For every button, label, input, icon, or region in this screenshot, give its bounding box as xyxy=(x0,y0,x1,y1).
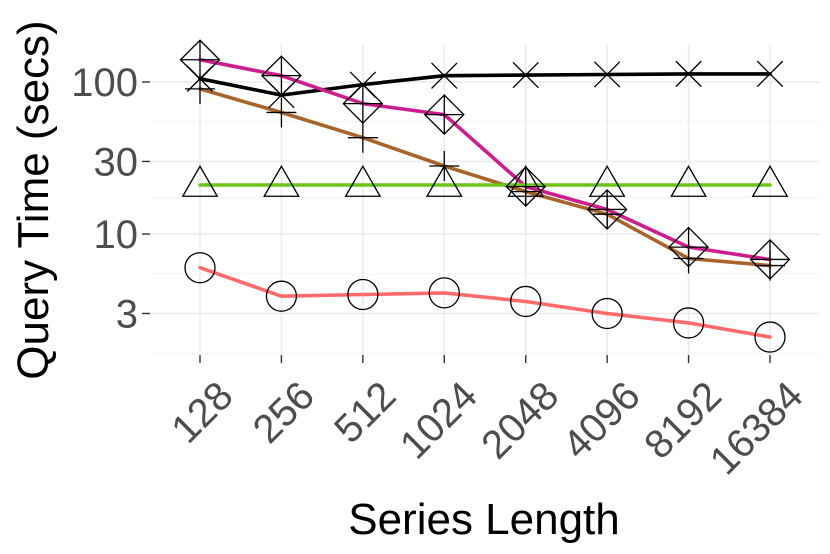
data-point-series-3 xyxy=(670,164,707,197)
x-tick-label: 4096 xyxy=(555,373,649,467)
series-line-2 xyxy=(198,87,772,268)
series-line-1 xyxy=(198,57,772,262)
data-point-series-4 xyxy=(591,297,623,330)
data-point-series-2 xyxy=(185,73,215,104)
series-lines xyxy=(198,57,772,339)
data-point-series-3 xyxy=(751,164,789,197)
data-point-series-4 xyxy=(672,307,705,339)
data-point-series-2 xyxy=(266,97,297,128)
series-line-4 xyxy=(198,265,772,339)
data-point-series-4 xyxy=(754,321,786,353)
data-point-series-0 xyxy=(431,62,458,89)
data-point-series-3 xyxy=(507,164,545,197)
x-tick-label: 512 xyxy=(326,373,404,451)
y-tick-label: 10 xyxy=(94,213,139,257)
grid xyxy=(150,45,820,355)
data-point-series-2 xyxy=(510,176,541,207)
data-point-series-2 xyxy=(673,243,704,274)
data-point-series-0 xyxy=(512,61,539,89)
x-tick-label: 256 xyxy=(245,373,323,451)
data-point-series-4 xyxy=(510,285,542,318)
data-point-series-3 xyxy=(425,164,463,197)
x-tick-label: 16384 xyxy=(702,373,812,483)
data-point-series-0 xyxy=(593,61,621,88)
y-axis-title: Query Time (secs) xyxy=(9,20,58,379)
x-tick-label: 128 xyxy=(163,373,241,451)
data-point-series-1 xyxy=(342,83,384,125)
data-point-series-0 xyxy=(756,60,784,88)
data-point-series-1 xyxy=(179,39,221,81)
data-point-series-4 xyxy=(265,280,298,312)
series-line-0 xyxy=(198,72,772,97)
y-tick-label: 3 xyxy=(116,292,138,336)
y-axis: 3 10 30 100 xyxy=(71,61,150,336)
data-point-series-4 xyxy=(428,277,460,309)
data-point-series-3 xyxy=(181,164,219,197)
data-point-series-0 xyxy=(675,60,702,88)
data-point-series-2 xyxy=(755,250,785,281)
data-point-series-3 xyxy=(344,164,382,197)
data-point-series-1 xyxy=(423,94,465,136)
series-markers xyxy=(179,39,791,353)
y-tick-label: 30 xyxy=(94,140,139,184)
data-point-series-2 xyxy=(592,199,623,230)
data-point-series-2 xyxy=(347,122,378,153)
data-point-series-4 xyxy=(347,278,379,311)
x-tick-label: 2048 xyxy=(473,373,567,467)
y-tick-label: 100 xyxy=(71,61,138,105)
data-point-series-4 xyxy=(184,252,216,284)
data-point-series-3 xyxy=(588,164,626,197)
x-tick-label: 1024 xyxy=(392,373,486,467)
x-axis-title: Series Length xyxy=(348,495,620,544)
data-point-series-3 xyxy=(263,164,300,197)
data-point-series-1 xyxy=(261,55,302,97)
